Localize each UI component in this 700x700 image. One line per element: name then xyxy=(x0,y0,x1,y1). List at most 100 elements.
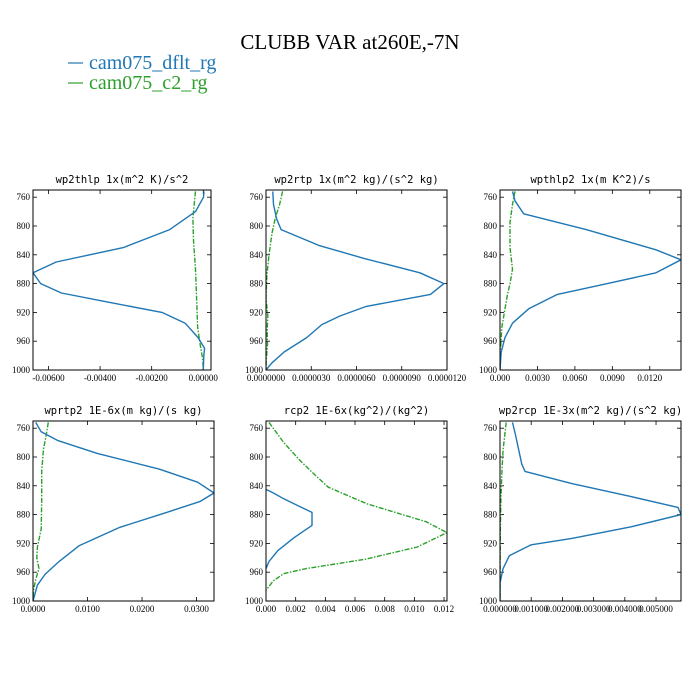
x-tick-label: 0.008 xyxy=(375,604,396,614)
x-tick-label: 0.004 xyxy=(315,604,336,614)
x-tick-label: 0.000000 xyxy=(483,604,517,614)
x-tick-label: 0.0300 xyxy=(184,604,209,614)
figure-title: CLUBB VAR at260E,-7N xyxy=(240,30,459,54)
x-tick-label: 0.0000030 xyxy=(292,373,331,383)
y-tick-label: 920 xyxy=(17,307,31,317)
y-tick-label: 1000 xyxy=(245,596,264,606)
x-tick-label: 0.003000 xyxy=(577,604,611,614)
y-tick-label: 880 xyxy=(17,510,31,520)
panel-frame xyxy=(499,420,682,602)
y-tick-label: 880 xyxy=(484,510,498,520)
y-tick-label: 960 xyxy=(250,567,264,577)
series-line-cam075_dflt_rg xyxy=(500,422,681,601)
y-tick-label: 840 xyxy=(17,250,31,260)
x-tick-label: 0.0060 xyxy=(563,373,588,383)
x-tick-label: 0.001000 xyxy=(514,604,548,614)
y-tick-label: 920 xyxy=(484,538,498,548)
series-group xyxy=(266,191,445,370)
y-tick-label: 840 xyxy=(484,250,498,260)
legend: cam075_dflt_rg cam075_c2_rg xyxy=(68,52,216,94)
y-tick-label: 960 xyxy=(484,336,498,346)
y-tick-label: 920 xyxy=(17,538,31,548)
x-tick-label: 0.0000090 xyxy=(383,373,422,383)
y-tick-label: 800 xyxy=(17,221,31,231)
y-tick-label: 800 xyxy=(17,452,31,462)
y-tick-label: 760 xyxy=(17,192,31,202)
x-tick-label: -0.00400 xyxy=(84,373,117,383)
series-line-cam075_c2_rg xyxy=(266,191,284,370)
y-tick-label: 880 xyxy=(250,279,264,289)
x-tick-label: 0.000 xyxy=(256,604,277,614)
y-tick-label: 840 xyxy=(250,250,264,260)
panel-title: wp2rtp 1x(m^2 kg)/(s^2 kg) xyxy=(274,174,438,186)
x-tick-label: 0.0090 xyxy=(600,373,625,383)
panel-2: wp2rtp 1x(m^2 kg)/(s^2 kg) 760 800 840 880 92… xyxy=(245,174,467,383)
panel-title: wpthlp2 1x(m K^2)/s xyxy=(530,174,650,186)
series-line-cam075_c2_rg xyxy=(266,421,447,591)
y-tick-label: 840 xyxy=(484,481,498,491)
x-tick-label: 0.0000000 xyxy=(247,373,286,383)
panel-frame xyxy=(32,420,215,602)
legend-label-c2: cam075_c2_rg xyxy=(89,72,208,94)
x-tick-label: 0.004000 xyxy=(608,604,642,614)
series-line-cam075_c2_rg xyxy=(192,191,204,370)
y-tick-label: 960 xyxy=(17,336,31,346)
y-tick-label: 760 xyxy=(484,423,498,433)
x-tick-label: 0.005000 xyxy=(639,604,673,614)
panel-frame xyxy=(499,189,682,371)
y-tick-label: 760 xyxy=(250,192,264,202)
x-tick-label: -0.00200 xyxy=(136,373,169,383)
series-line-cam075_dflt_rg xyxy=(33,422,214,601)
x-tick-label: 0.002 xyxy=(286,604,306,614)
x-tick-label: 0.0000 xyxy=(21,604,46,614)
y-tick-label: 1000 xyxy=(245,365,264,375)
series-line-cam075_dflt_rg xyxy=(33,191,206,370)
x-tick-label: 0.0200 xyxy=(130,604,155,614)
panel-5: rcp2 1E-6x(kg^2)/(kg^2) 760 800 840 880 920 96… xyxy=(245,405,454,614)
series-line-cam075_dflt_rg xyxy=(266,191,445,370)
series-line-cam075_dflt_rg xyxy=(266,488,313,569)
panel-4: wprtp2 1E-6x(m kg)/(s kg) 760 800 840 880 920… xyxy=(12,405,215,614)
series-line-cam075_c2_rg xyxy=(500,422,507,601)
y-tick-label: 800 xyxy=(250,452,264,462)
x-tick-label: 0.0120 xyxy=(637,373,662,383)
y-tick-label: 920 xyxy=(250,538,264,548)
panel-title: rcp2 1E-6x(kg^2)/(kg^2) xyxy=(284,405,429,417)
panel-3: wpthlp2 1x(m K^2)/s 760 800 840 880 920 960 100… xyxy=(479,174,682,383)
y-tick-label: 960 xyxy=(17,567,31,577)
series-group xyxy=(33,191,206,370)
x-tick-label: 0.00000 xyxy=(189,373,219,383)
y-tick-label: 760 xyxy=(17,423,31,433)
y-tick-label: 960 xyxy=(250,336,264,346)
panel-frame xyxy=(32,189,212,371)
y-tick-label: 1000 xyxy=(12,365,31,375)
y-tick-label: 840 xyxy=(17,481,31,491)
panel-title: wp2thlp 1x(m^2 K)/s^2 xyxy=(56,174,189,186)
series-group xyxy=(500,422,681,601)
y-tick-label: 760 xyxy=(484,192,498,202)
x-tick-label: 0.002000 xyxy=(546,604,580,614)
panel-6: wp2rcp 1E-3x(m^2 kg)/(s^2 kg)760 800 840 88… xyxy=(479,405,682,614)
y-tick-label: 920 xyxy=(484,307,498,317)
y-tick-label: 1000 xyxy=(479,596,498,606)
y-tick-label: 920 xyxy=(250,307,264,317)
legend-label-dflt: cam075_dflt_rg xyxy=(89,52,216,74)
panel-frame xyxy=(265,189,448,371)
panel-title: wp2rcp 1E-3x(m^2 kg)/(s^2 kg) xyxy=(499,405,682,417)
y-tick-label: 1000 xyxy=(12,596,31,606)
x-tick-label: 0.006 xyxy=(345,604,366,614)
x-tick-label: 0.0000060 xyxy=(337,373,376,383)
x-tick-label: -0.00600 xyxy=(32,373,65,383)
y-tick-label: 760 xyxy=(250,423,264,433)
y-tick-label: 1000 xyxy=(479,365,498,375)
panels: wp2thlp 1x(m^2 K)/s^2 760 800 840 880 920 960 1… xyxy=(12,174,682,614)
series-line-cam075_c2_rg xyxy=(500,191,516,370)
series-group xyxy=(33,422,214,601)
x-tick-label: 0.0000120 xyxy=(428,373,467,383)
x-tick-label: 0.012 xyxy=(434,604,454,614)
x-tick-label: 0.0030 xyxy=(525,373,550,383)
x-tick-label: 0.0100 xyxy=(75,604,100,614)
series-line-cam075_c2_rg xyxy=(33,422,49,601)
panel-title: wprtp2 1E-6x(m kg)/(s kg) xyxy=(44,405,202,417)
